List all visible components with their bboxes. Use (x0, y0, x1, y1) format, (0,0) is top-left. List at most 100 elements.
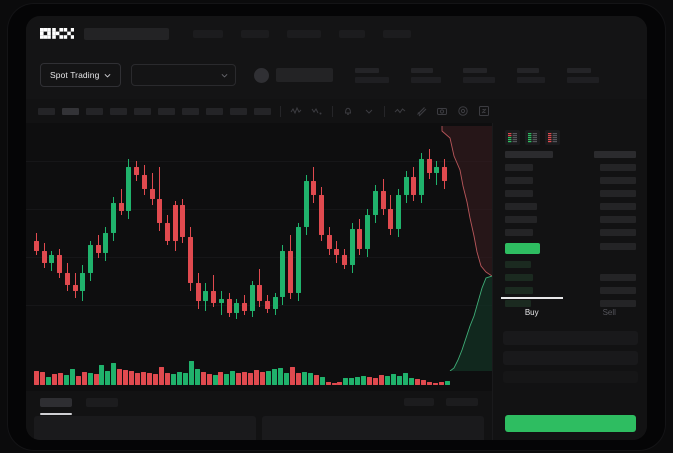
bottom-card-right[interactable] (262, 416, 484, 440)
candle-body (249, 285, 255, 311)
tf-more[interactable] (254, 107, 271, 115)
volume-bar (307, 373, 313, 385)
order-amount-field[interactable] (503, 351, 638, 365)
tab-sell[interactable]: Sell (571, 297, 648, 327)
nav-item-5[interactable] (383, 29, 411, 38)
orderbook-bid-size (600, 274, 636, 281)
app-header (26, 16, 647, 51)
nav-item-1[interactable] (193, 29, 223, 38)
tab-open-orders[interactable] (40, 397, 72, 415)
orderbook-mode-bids[interactable] (525, 130, 540, 145)
orderbook-ask-row[interactable] (505, 190, 533, 197)
toolbar-divider (332, 105, 333, 117)
candle-wick (120, 189, 122, 215)
volume-bar (218, 372, 224, 385)
order-total-field[interactable] (503, 371, 638, 383)
spot-trading-selector[interactable]: Spot Trading (40, 63, 122, 87)
candle-body (318, 195, 324, 235)
okx-logo[interactable] (40, 28, 74, 39)
nav-item-2[interactable] (241, 29, 269, 38)
tab-order-history[interactable] (86, 397, 118, 407)
orderbook-ask-size (600, 203, 636, 210)
bottom-action-2[interactable] (446, 398, 478, 406)
settings-icon[interactable] (457, 105, 469, 117)
tf-5m[interactable] (62, 107, 79, 115)
nav-item-4[interactable] (339, 29, 365, 38)
orderbook-bid-row[interactable] (505, 274, 533, 281)
candle-body (272, 297, 278, 309)
price-chart[interactable] (26, 123, 492, 391)
place-order-button[interactable] (505, 415, 636, 432)
line-chart-icon[interactable] (394, 105, 406, 117)
gridline (26, 305, 492, 306)
volume-bar (391, 374, 396, 385)
orderbook-mode-asks[interactable] (545, 130, 560, 145)
volume-bar (176, 372, 182, 385)
volume-bar (254, 370, 260, 385)
spot-trading-label: Spot Trading (50, 70, 100, 80)
toolbar-divider (280, 105, 281, 117)
bottom-action-1[interactable] (404, 398, 434, 406)
orderbook-ask-row[interactable] (505, 177, 533, 184)
tf-1w[interactable] (206, 107, 223, 115)
tf-1d[interactable] (182, 107, 199, 115)
candle-body (303, 181, 309, 227)
orders-tabbar (26, 391, 492, 415)
candle-body (334, 249, 340, 255)
volume-bar (319, 377, 325, 385)
header-search-input[interactable] (84, 27, 169, 40)
orderbook-bid-row[interactable] (505, 300, 531, 307)
candle-body (103, 233, 109, 253)
candle-body (226, 299, 232, 313)
tf-1M[interactable] (230, 107, 247, 115)
candle-body (211, 291, 217, 303)
nav-item-3[interactable] (287, 29, 321, 38)
candle-body (95, 245, 101, 253)
volume-bar (408, 378, 414, 385)
orderbook-mode-both[interactable] (505, 130, 520, 145)
orderbook-bid-row[interactable] (505, 261, 531, 268)
stat-label (411, 67, 434, 73)
tf-15m[interactable] (86, 107, 103, 115)
bottom-card-left[interactable] (34, 416, 256, 440)
volume-bar (426, 382, 432, 385)
orderbook-ask-row[interactable] (505, 229, 533, 236)
indicators-icon[interactable] (290, 105, 302, 117)
volume-bar (194, 369, 200, 385)
tf-1h[interactable] (134, 107, 151, 115)
tf-4h[interactable] (158, 107, 175, 115)
orderbook-ask-size (600, 229, 636, 236)
chart-type-chevron-icon[interactable] (363, 105, 375, 117)
order-price-field[interactable] (503, 331, 638, 345)
volume-bar (153, 374, 158, 385)
orderbook-ask-row[interactable] (505, 164, 533, 171)
candle-body (111, 203, 116, 233)
tf-1m[interactable] (38, 107, 55, 115)
orderbook-spread-highlight (505, 243, 540, 254)
fullscreen-icon[interactable] (478, 105, 490, 117)
snapshot-icon[interactable] (436, 105, 448, 117)
candle-body (149, 189, 155, 199)
stat-label (517, 67, 540, 73)
stat-label (463, 67, 488, 73)
candle-body (434, 167, 440, 173)
tab-label (86, 397, 118, 407)
volume-bar (313, 375, 319, 385)
volume-bar (93, 374, 99, 385)
volume-bar (117, 369, 123, 385)
candle-body (164, 223, 170, 241)
tf-30m[interactable] (110, 107, 127, 115)
tab-buy[interactable]: Buy (493, 297, 571, 327)
candle-body (426, 159, 432, 173)
magnet-icon[interactable] (415, 105, 427, 117)
compare-icon[interactable] (311, 105, 323, 117)
orderbook-ask-row[interactable] (505, 203, 537, 210)
orderbook-ask-row[interactable] (505, 216, 537, 223)
orderbook-rows (493, 151, 647, 326)
orderbook-header-right (594, 151, 636, 158)
alert-icon[interactable] (342, 105, 354, 117)
orderbook-bid-row[interactable] (505, 287, 533, 294)
volume-bar (289, 367, 295, 385)
pair-select[interactable] (131, 64, 237, 86)
volume-bar (272, 369, 277, 385)
